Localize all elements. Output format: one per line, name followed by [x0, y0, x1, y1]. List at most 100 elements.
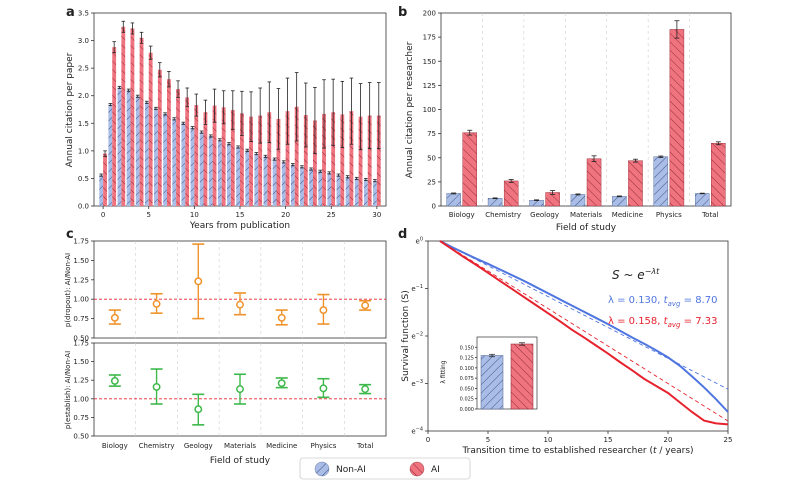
a-bar-ai [194, 105, 199, 206]
d-ytick-label: e−3 [411, 379, 423, 388]
b-bar-nonai [487, 198, 503, 207]
a-bar-nonai [163, 113, 167, 206]
legend-nonai-swatch [314, 461, 330, 477]
b-bar-ai [462, 132, 478, 207]
a-ytick-label: 2.5 [78, 65, 89, 73]
a-bar-ai [212, 105, 217, 206]
a-bar-ai [358, 116, 363, 206]
a-bar-nonai [263, 156, 268, 206]
c-top-point [194, 277, 203, 286]
c-top-point [319, 306, 328, 315]
d-line-ai [439, 240, 729, 426]
a-bar-ai [157, 69, 162, 206]
a-bar-ai [112, 47, 117, 207]
a-bar-nonai [181, 123, 186, 206]
inset-ylabel: λ fitting [440, 360, 447, 383]
panel-a-marks: 0.0 0.5 1.0 1.5 2.0 2.5 3.0 3.5 0 5 10 15 20 25 30 [78, 10, 381, 220]
c-top-ytick-label: 0.75 [73, 315, 89, 323]
a-bar-ai [349, 111, 354, 206]
a-bar-nonai [208, 135, 213, 206]
c-bottom-point [152, 382, 161, 391]
legend-nonai-label: Non-AI [336, 465, 366, 475]
a-bar-ai [240, 113, 244, 206]
d-ytick-label: e−2 [411, 332, 423, 341]
panel-d-annotation-ai: λ = 0.158, tavg = 7.33 [608, 316, 717, 329]
a-ytick-label: 0.5 [78, 175, 89, 183]
a-ytick-label: 1.5 [78, 120, 89, 128]
c-bottom-point [361, 385, 370, 394]
c-top-point [236, 300, 244, 309]
a-xtick-label: 5 [147, 211, 151, 219]
panel-d: d 0 5 10 15 20 25 e0 e−1 e−2 e−3 e−4 Transition ti… [398, 227, 732, 456]
c-bottom-ytick-label: 1.50 [73, 358, 89, 366]
a-bar-nonai [327, 172, 332, 206]
panel-d-formula: S ~ e−λt [612, 267, 660, 282]
b-bar-ai [586, 158, 602, 207]
a-bar-ai [221, 107, 226, 206]
c-top-ytick-label: 1.25 [73, 276, 89, 284]
d-fit-ai [439, 240, 729, 422]
d-ytick-label: e−1 [411, 284, 423, 293]
a-bar-nonai [144, 102, 149, 206]
c-xtick-label: Chemistry [139, 442, 175, 450]
c-bottom-ytick-label: 1.25 [73, 377, 89, 385]
panel-c-marks: 0.500.751.001.251.501.750.500.751.001.25… [73, 238, 386, 450]
a-xtick-label: 10 [190, 211, 199, 219]
b-ytick-label: 50 [427, 154, 436, 162]
c-bottom-ytick-label: 1.75 [73, 340, 89, 348]
panel-c-xlabel: Field of study [210, 456, 271, 466]
panel-c-top-ylabel: p(dropout): AI/Non-AI [64, 253, 72, 327]
panel-a-label: a [66, 5, 75, 20]
c-top-ytick-label: 1.50 [73, 257, 89, 265]
b-xtick-label: Medicine [612, 211, 643, 219]
b-bar-nonai [570, 194, 586, 207]
legend-item-ai: AI [409, 461, 440, 477]
panel-c-label: c [66, 227, 74, 242]
a-bar-nonai [281, 161, 286, 206]
a-bar-ai [376, 115, 381, 206]
b-ytick-label: 100 [423, 106, 436, 114]
a-bar-nonai [272, 159, 277, 206]
a-bar-ai [249, 116, 253, 206]
b-ytick-label: 175 [423, 34, 436, 42]
panel-b-ylabel: Annual citation per researcher [405, 41, 415, 178]
inset-ytick-label: 0.100 [460, 366, 474, 372]
inset-ytick-label: 0.050 [460, 386, 474, 392]
legend-item-nonai: Non-AI [314, 461, 366, 477]
c-bottom-point [236, 385, 244, 394]
a-bar-ai [322, 113, 326, 206]
a-bar-ai [103, 153, 107, 206]
legend: Non-AI AI [299, 457, 471, 480]
a-bar-nonai [318, 171, 323, 206]
inset-bar-nonai [480, 355, 504, 410]
panel-d-xlabel-pre: Transition time to established researche… [461, 446, 653, 456]
b-xtick-label: Geology [530, 211, 559, 219]
c-xtick-label: Biology [102, 442, 128, 450]
a-xtick-label: 0 [101, 211, 105, 219]
inset-marks: 0.000 0.025 0.050 0.075 0.100 0.125 0.150 [460, 342, 534, 413]
a-bar-nonai [117, 87, 122, 206]
c-bottom-point [194, 405, 203, 414]
a-bar-nonai [217, 139, 222, 206]
panel-b-marks: 0 25 50 75 100 125 150 175 200 Biology Chemistry Ge… [423, 10, 726, 219]
a-bar-nonai [300, 166, 304, 206]
inset-ytick-label: 0.150 [460, 345, 474, 351]
a-bar-nonai [99, 175, 104, 206]
a-bar-ai [267, 112, 272, 206]
c-bottom-ytick-label: 1.00 [73, 395, 89, 403]
b-bar-ai [503, 180, 519, 207]
c-bottom-point [319, 384, 328, 393]
a-xtick-label: 20 [281, 211, 290, 219]
a-bar-nonai [236, 146, 240, 206]
inset-ytick-label: 0.075 [460, 376, 474, 382]
b-ytick-label: 200 [423, 10, 436, 18]
a-bar-ai [121, 26, 126, 206]
a-ytick-label: 0.0 [78, 203, 89, 211]
a-ytick-label: 3.0 [78, 37, 89, 45]
a-bar-ai [167, 79, 171, 206]
a-bar-nonai [172, 118, 177, 206]
b-ytick-label: 125 [423, 82, 436, 90]
a-bar-ai [230, 110, 235, 206]
c-bottom-point [277, 379, 286, 388]
